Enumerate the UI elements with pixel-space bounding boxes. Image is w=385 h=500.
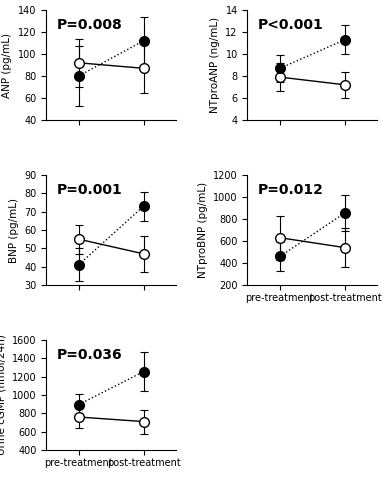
Y-axis label: ANP (pg/mL): ANP (pg/mL) bbox=[2, 32, 12, 98]
Y-axis label: NTproANP (ng/mL): NTproANP (ng/mL) bbox=[210, 17, 220, 113]
Text: P<0.001: P<0.001 bbox=[258, 18, 324, 32]
Text: P=0.001: P=0.001 bbox=[57, 182, 122, 196]
Text: P=0.036: P=0.036 bbox=[57, 348, 122, 362]
Y-axis label: NTproBNP (pg/mL): NTproBNP (pg/mL) bbox=[198, 182, 208, 278]
Y-axis label: BNP (pg/mL): BNP (pg/mL) bbox=[8, 198, 18, 262]
Y-axis label: Urine cGMP (nmol/24h): Urine cGMP (nmol/24h) bbox=[0, 334, 6, 456]
Text: P=0.012: P=0.012 bbox=[258, 182, 324, 196]
Text: P=0.008: P=0.008 bbox=[57, 18, 122, 32]
